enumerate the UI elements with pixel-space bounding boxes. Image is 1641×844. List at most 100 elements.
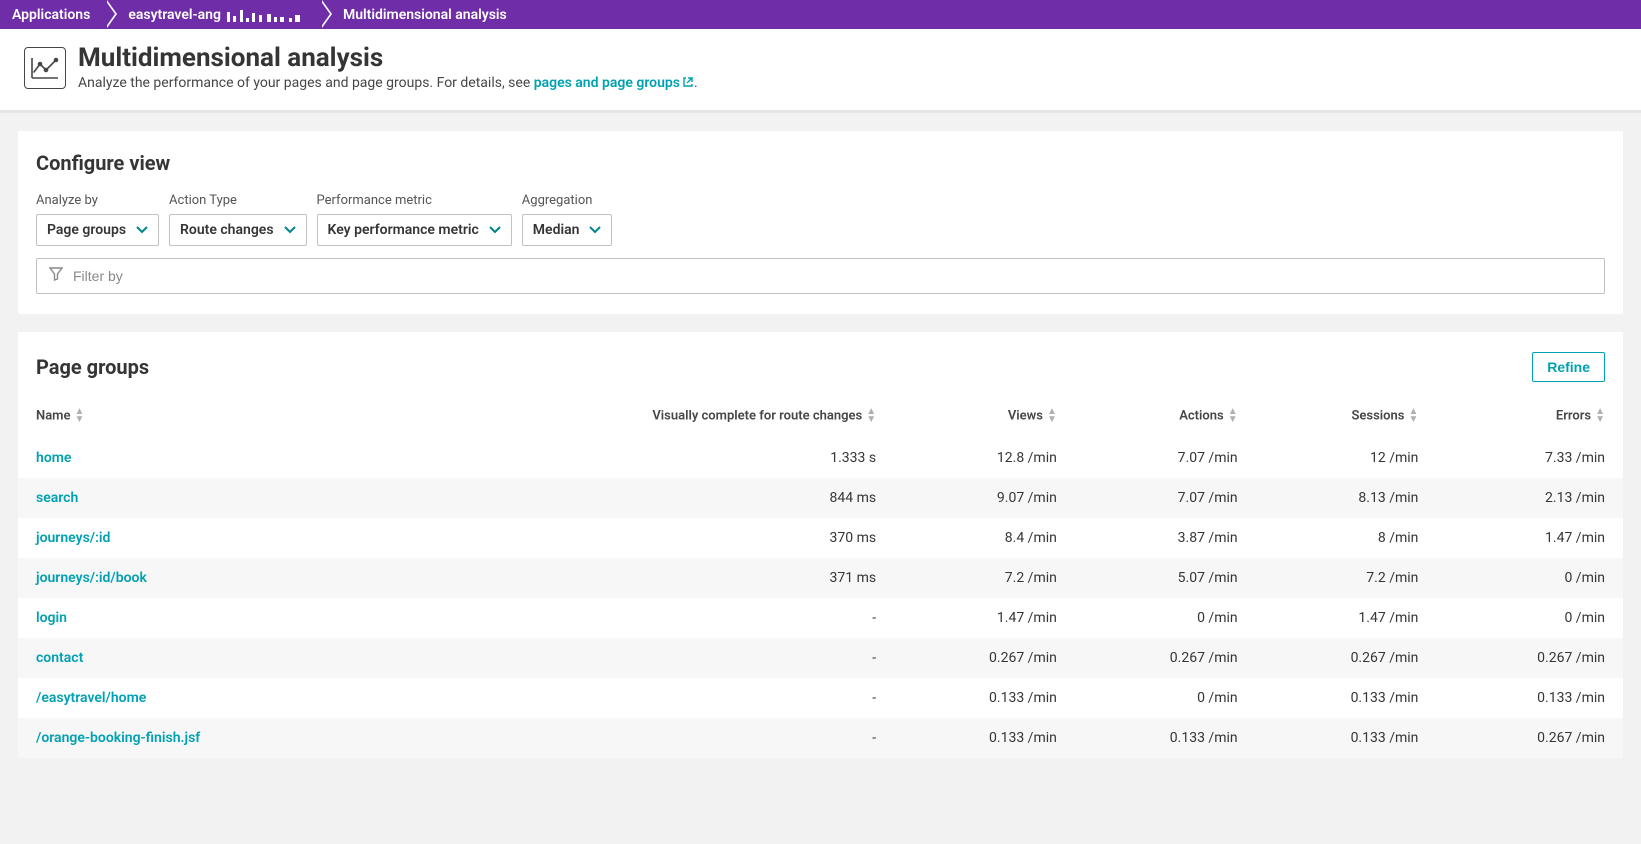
- cell-errors: 0.133 /min: [1430, 678, 1623, 718]
- page-group-link[interactable]: search: [36, 490, 78, 506]
- col-actions[interactable]: Actions▲▼: [1069, 394, 1250, 438]
- table-header-row: Name ▲▼ Visually complete for route chang…: [18, 394, 1623, 438]
- cell-views: 8.4 /min: [888, 518, 1069, 558]
- page-group-link[interactable]: /orange-booking-finish.jsf: [36, 730, 200, 746]
- performance-metric-select[interactable]: Key performance metric: [317, 214, 512, 246]
- page-group-link[interactable]: journeys/:id/book: [36, 570, 147, 586]
- cell-errors: 7.33 /min: [1430, 438, 1623, 478]
- cell-actions: 7.07 /min: [1069, 478, 1250, 518]
- cell-views: 9.07 /min: [888, 478, 1069, 518]
- sort-icon: ▲▼: [74, 408, 84, 424]
- cell-actions: 0 /min: [1069, 678, 1250, 718]
- action-type-label: Action Type: [169, 193, 307, 208]
- cell-name: journeys/:id: [18, 518, 400, 558]
- col-label: Name: [36, 408, 70, 423]
- aggregation-select[interactable]: Median: [522, 214, 613, 246]
- cell-sessions: 8 /min: [1250, 518, 1431, 558]
- table-row[interactable]: /orange-booking-finish.jsf - 0.133 /min0.1…: [18, 718, 1623, 758]
- table-title: Page groups: [36, 355, 149, 379]
- page-subtitle: Analyze the performance of your pages an…: [78, 75, 698, 92]
- refine-button[interactable]: Refine: [1532, 352, 1605, 382]
- table-row[interactable]: home1.333 s12.8 /min7.07 /min12 /min7.33…: [18, 438, 1623, 478]
- cell-errors: 1.47 /min: [1430, 518, 1623, 558]
- action-type-select[interactable]: Route changes: [169, 214, 307, 246]
- cell-actions: 0 /min: [1069, 598, 1250, 638]
- analyze-by-group: Analyze by Page groups: [36, 193, 159, 246]
- aggregation-label: Aggregation: [522, 193, 613, 208]
- sort-icon: ▲▼: [1595, 408, 1605, 424]
- chevron-down-icon: [284, 222, 296, 238]
- cell-sessions: 0.133 /min: [1250, 678, 1431, 718]
- page-group-link[interactable]: contact: [36, 650, 83, 666]
- docs-link[interactable]: pages and page groups: [534, 75, 694, 91]
- col-name[interactable]: Name ▲▼: [18, 394, 400, 438]
- page-group-link[interactable]: login: [36, 610, 67, 626]
- cell-views: 0.267 /min: [888, 638, 1069, 678]
- subtitle-suffix: .: [694, 75, 698, 91]
- breadcrumb-app-name[interactable]: easytravel-ang: [106, 0, 321, 29]
- breadcrumb-applications[interactable]: Applications: [0, 0, 106, 29]
- action-type-group: Action Type Route changes: [169, 193, 307, 246]
- analyze-by-select[interactable]: Page groups: [36, 214, 159, 246]
- table-row[interactable]: journeys/:id 370 ms8.4 /min3.87 /min8 /mi…: [18, 518, 1623, 558]
- cell-vc: 370 ms: [400, 518, 888, 558]
- configure-title: Configure view: [36, 151, 1605, 175]
- cell-name: /orange-booking-finish.jsf: [18, 718, 400, 758]
- cell-views: 0.133 /min: [888, 678, 1069, 718]
- col-sessions[interactable]: Sessions▲▼: [1250, 394, 1431, 438]
- table-row[interactable]: search844 ms9.07 /min7.07 /min8.13 /min2…: [18, 478, 1623, 518]
- cell-views: 7.2 /min: [888, 558, 1069, 598]
- select-value: Page groups: [47, 222, 126, 238]
- col-label: Visually complete for route changes: [652, 408, 862, 423]
- breadcrumb-current: Multidimensional analysis: [321, 0, 523, 29]
- page-group-link[interactable]: home: [36, 450, 71, 466]
- cell-name: contact: [18, 638, 400, 678]
- configure-view-card: Configure view Analyze by Page groups Ac…: [18, 131, 1623, 314]
- docs-link-text: pages and page groups: [534, 75, 680, 91]
- cell-actions: 0.133 /min: [1069, 718, 1250, 758]
- page-groups-table: Name ▲▼ Visually complete for route chang…: [18, 394, 1623, 758]
- page-group-link[interactable]: journeys/:id: [36, 530, 110, 546]
- cell-vc: -: [400, 598, 888, 638]
- page-group-link[interactable]: /easytravel/home: [36, 690, 146, 706]
- cell-sessions: 1.47 /min: [1250, 598, 1431, 638]
- cell-sessions: 0.133 /min: [1250, 718, 1431, 758]
- cell-errors: 0.267 /min: [1430, 638, 1623, 678]
- performance-metric-group: Performance metric Key performance metri…: [317, 193, 512, 246]
- filter-input-wrapper[interactable]: [36, 258, 1605, 294]
- table-row[interactable]: /easytravel/home-0.133 /min0 /min0.133 /…: [18, 678, 1623, 718]
- table-row[interactable]: journeys/:id/book 371 ms7.2 /min5.07 /min…: [18, 558, 1623, 598]
- filter-input[interactable]: [73, 268, 1592, 284]
- breadcrumb-label: easytravel-ang: [128, 7, 221, 23]
- page-groups-card: Page groups Refine Name ▲▼ Visually compl…: [18, 332, 1623, 758]
- col-label: Sessions: [1352, 408, 1405, 423]
- configure-controls: Analyze by Page groups Action Type Route…: [36, 193, 1605, 246]
- cell-sessions: 0.267 /min: [1250, 638, 1431, 678]
- col-label: Views: [1008, 408, 1043, 423]
- col-label: Actions: [1179, 408, 1224, 423]
- cell-actions: 5.07 /min: [1069, 558, 1250, 598]
- cell-vc: -: [400, 678, 888, 718]
- subtitle-prefix: Analyze the performance of your pages an…: [78, 75, 534, 91]
- cell-name: /easytravel/home: [18, 678, 400, 718]
- col-vc[interactable]: Visually complete for route changes▲▼: [400, 394, 888, 438]
- page-title: Multidimensional analysis: [78, 43, 698, 73]
- col-errors[interactable]: Errors▲▼: [1430, 394, 1623, 438]
- col-views[interactable]: Views▲▼: [888, 394, 1069, 438]
- aggregation-group: Aggregation Median: [522, 193, 613, 246]
- cell-errors: 0.267 /min: [1430, 718, 1623, 758]
- cell-name: journeys/:id/book: [18, 558, 400, 598]
- breadcrumb-label: Multidimensional analysis: [343, 7, 507, 23]
- cell-vc: -: [400, 718, 888, 758]
- table-row[interactable]: contact-0.267 /min0.267 /min0.267 /min0.…: [18, 638, 1623, 678]
- breadcrumb: Applications easytravel-ang: [0, 0, 1641, 29]
- cell-vc: 1.333 s: [400, 438, 888, 478]
- page-header: Multidimensional analysis Analyze the pe…: [0, 29, 1641, 113]
- cell-actions: 3.87 /min: [1069, 518, 1250, 558]
- chevron-down-icon: [136, 222, 148, 238]
- cell-errors: 0 /min: [1430, 558, 1623, 598]
- table-row[interactable]: login-1.47 /min0 /min1.47 /min0 /min: [18, 598, 1623, 638]
- cell-errors: 2.13 /min: [1430, 478, 1623, 518]
- performance-metric-label: Performance metric: [317, 193, 512, 208]
- cell-vc: 371 ms: [400, 558, 888, 598]
